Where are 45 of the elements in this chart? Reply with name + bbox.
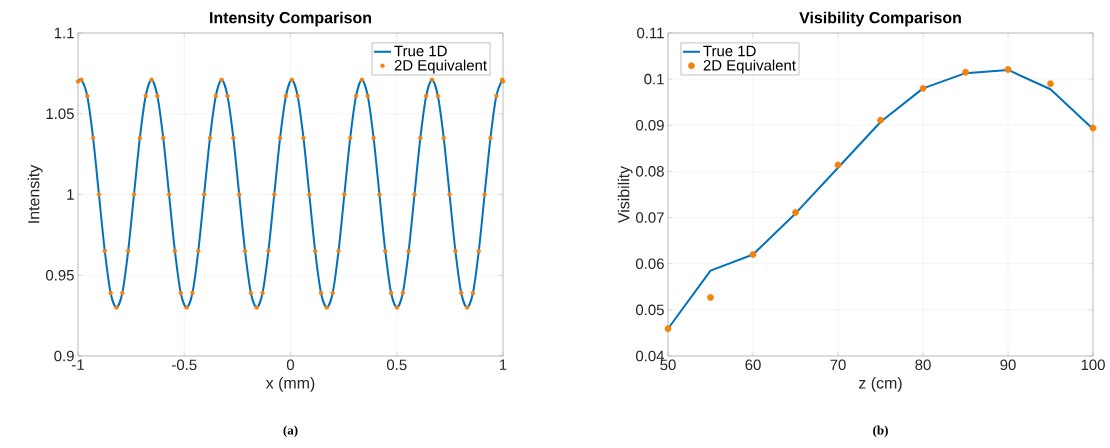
y-tick-label: 0.05 (635, 304, 664, 316)
point (707, 293, 714, 301)
point (1089, 124, 1097, 132)
y-axis-title: Intensity (27, 164, 43, 223)
y-tick-label: 0.95 (45, 269, 74, 281)
x-tick-label: 100 (1081, 359, 1105, 371)
point (792, 209, 799, 216)
y-axis-title: Visibility (617, 165, 633, 224)
y-tick-label: 0.08 (635, 166, 664, 177)
point (1047, 80, 1054, 88)
y-tick-label: 0.9 (54, 350, 74, 362)
x-tick-label: 80 (915, 359, 931, 371)
legend-label: 2D Equivalent (703, 59, 796, 74)
x-tick-label: 0 (286, 359, 295, 371)
x-tick-label: 70 (830, 359, 846, 371)
x-axis-title: z (cm) (859, 376, 902, 392)
point (749, 251, 757, 258)
y-tick-label: 1.05 (46, 108, 74, 120)
legend-label: 2D Equivalent (394, 59, 487, 74)
chart-title: Intensity Comparison (210, 11, 371, 27)
y-tick-label: 0.07 (635, 212, 664, 223)
y-tick-label: 1 (67, 189, 74, 200)
x-tick-label: -0.5 (172, 359, 197, 371)
text: (a) (283, 425, 298, 438)
y-tick-label: 0.09 (635, 119, 664, 131)
y-tick-label: 0.11 (637, 27, 664, 39)
y-tick-label: 0.1 (644, 73, 664, 85)
y-tick-label: 0.06 (635, 258, 664, 269)
point (877, 116, 884, 124)
legend-label: True 1D (394, 45, 447, 57)
x-tick-label: 0.5 (386, 359, 407, 371)
point (962, 68, 969, 76)
x-tick-label: -1 (72, 359, 84, 370)
point (919, 84, 927, 92)
point (1004, 66, 1012, 73)
y-tick-label: 1.1 (54, 27, 74, 39)
point (834, 161, 842, 169)
x-tick-label: 1 (500, 359, 507, 370)
chart-title: Visibility Comparison (799, 11, 961, 27)
x-tick-label: 60 (745, 359, 761, 371)
x-tick-label: 90 (1000, 359, 1016, 371)
legend-label: True 1D (703, 45, 756, 57)
text: (b) (873, 425, 888, 438)
x-axis-title: x (mm) (265, 376, 315, 392)
point (664, 325, 672, 333)
